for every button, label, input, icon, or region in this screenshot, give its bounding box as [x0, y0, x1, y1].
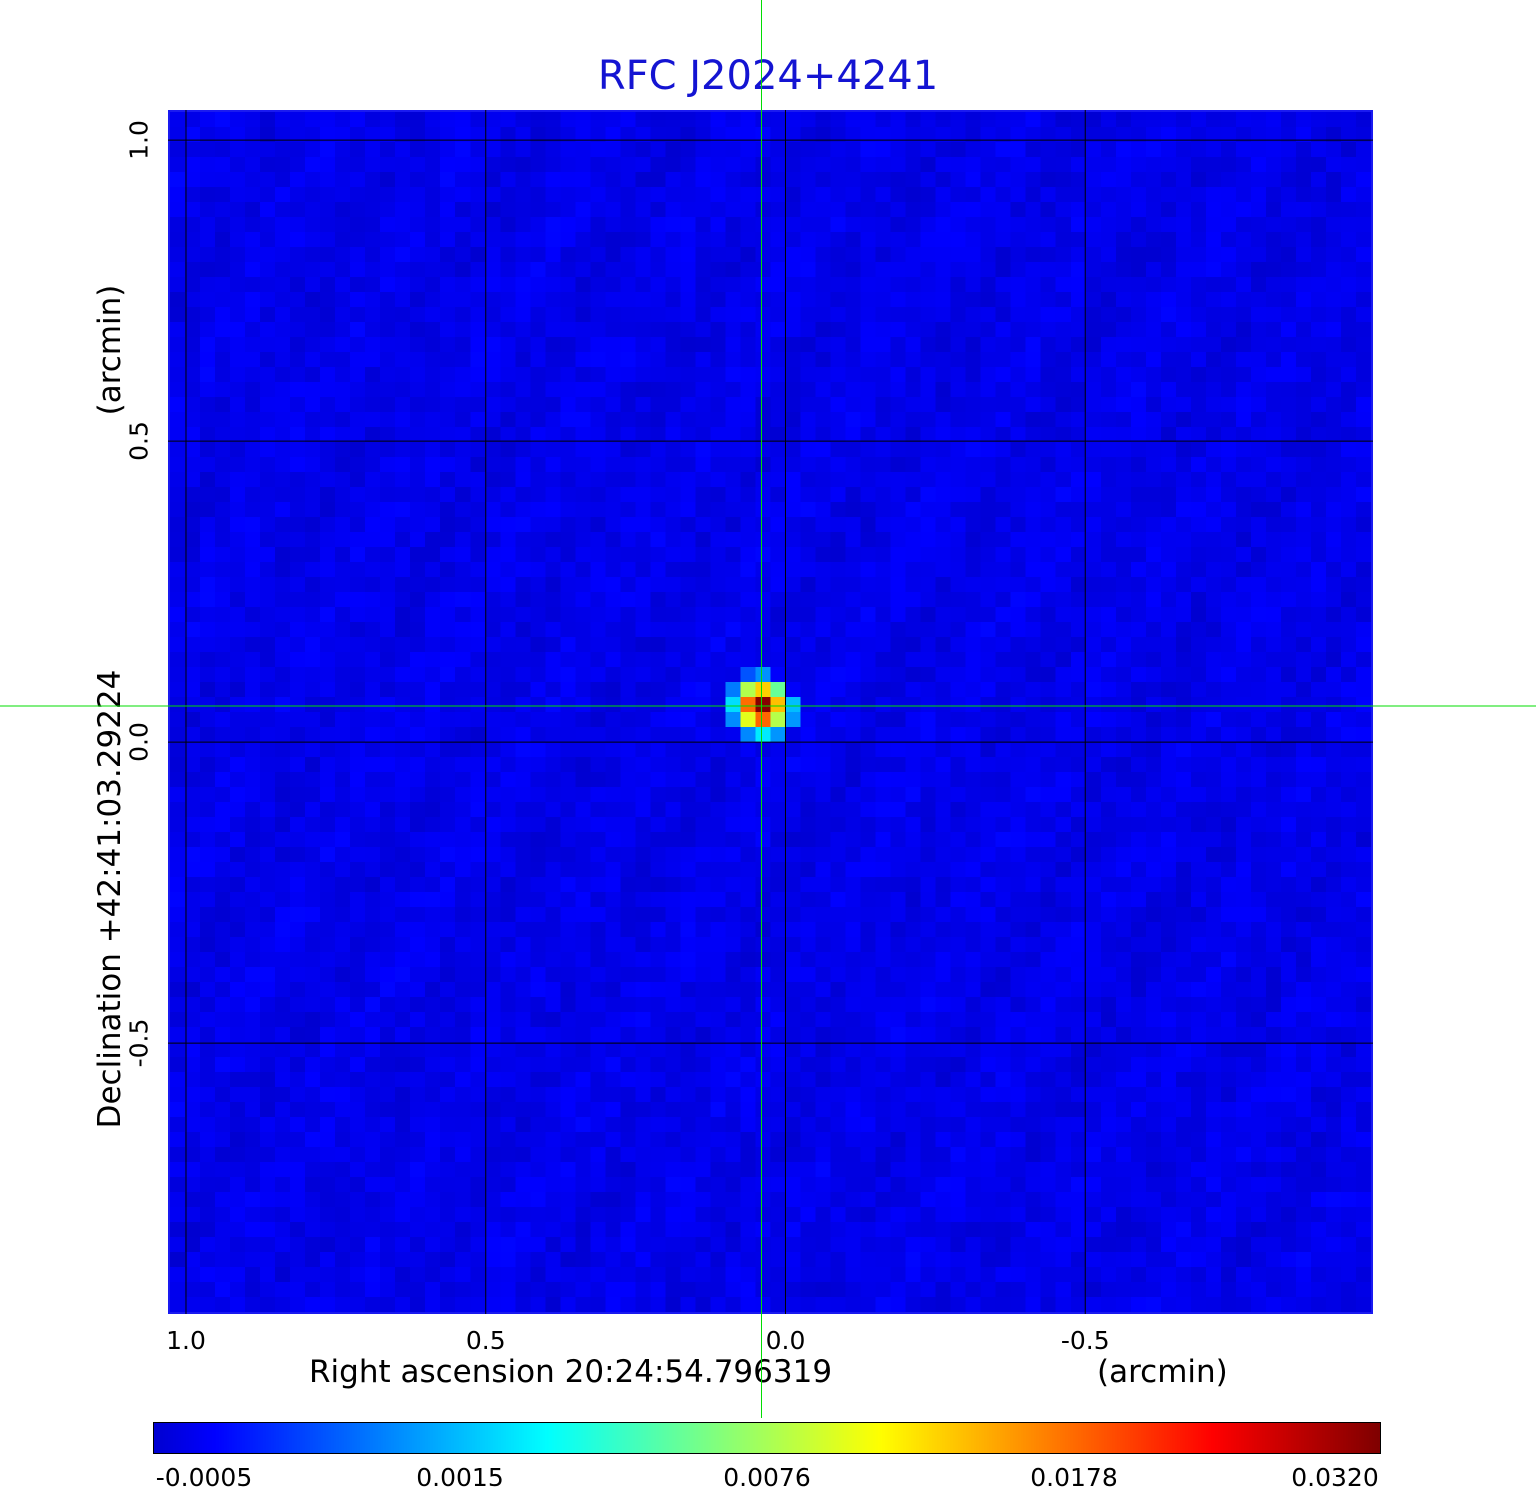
y-axis-label: Declination +42:41:03.29224: [92, 669, 128, 1129]
x-tick-label: 0.5: [465, 1326, 506, 1355]
x-axis-unit: (arcmin): [1097, 1354, 1228, 1390]
image-plot-area[interactable]: [168, 110, 1373, 1314]
colorbar-tick-label: 0.0320: [1291, 1463, 1379, 1492]
radio-image-heatmap: [170, 112, 1371, 1312]
y-axis-unit: (arcmin): [92, 284, 128, 416]
y-tick-label: 0.5: [124, 421, 154, 461]
colorbar-tick-label: -0.0005: [155, 1463, 253, 1492]
chart-title: RFC J2024+4241: [597, 53, 939, 99]
x-tick-label: 1.0: [166, 1326, 206, 1355]
x-tick-label: -0.5: [1060, 1326, 1110, 1355]
colorbar-tick-label: 0.0076: [723, 1463, 811, 1492]
x-tick-label: 0.0: [765, 1326, 806, 1355]
y-tick-label: 1.0: [124, 120, 154, 160]
x-axis-label: Right ascension 20:24:54.796319: [309, 1354, 833, 1390]
colorbar-tick-label: 0.0178: [1030, 1463, 1118, 1492]
y-tick-label: -0.5: [124, 1018, 154, 1068]
y-tick-label: 0.0: [124, 722, 154, 762]
colorbar-tick-label: 0.0015: [416, 1463, 504, 1492]
colorbar: [153, 1422, 1381, 1454]
